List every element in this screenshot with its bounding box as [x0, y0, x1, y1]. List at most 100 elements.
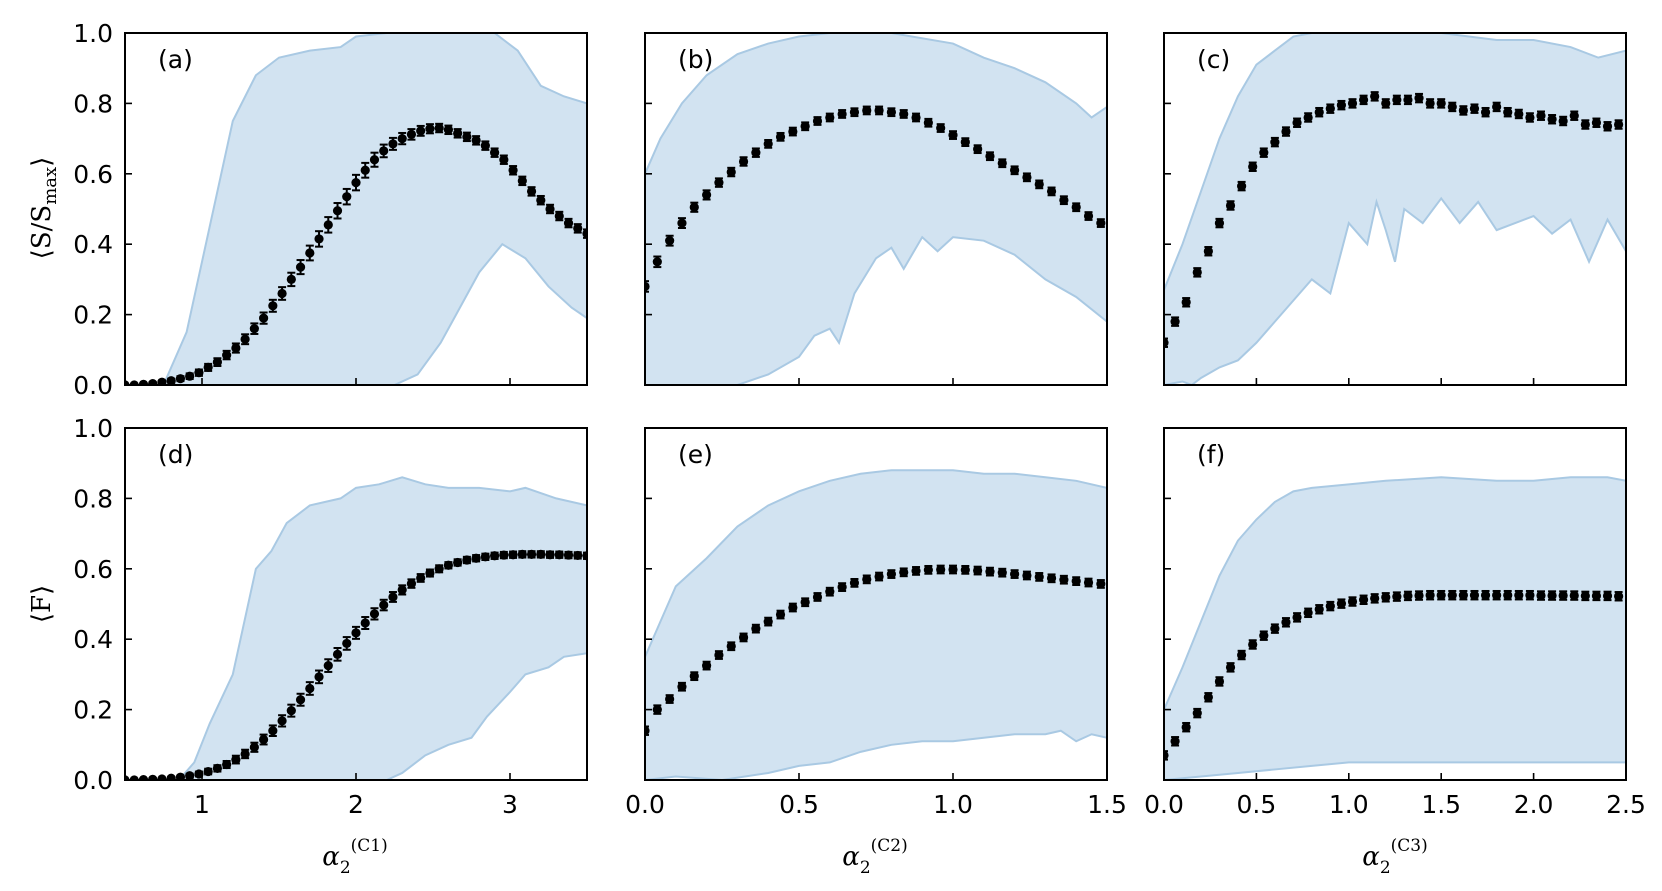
- data-point: [1514, 590, 1524, 600]
- data-point: [1536, 590, 1546, 601]
- data-point: [286, 706, 296, 716]
- data-point: [148, 378, 158, 385]
- data-point: [800, 121, 810, 131]
- data-point: [462, 132, 472, 142]
- x-tick-label: 3: [502, 790, 518, 819]
- ylabel-bottom: ⟨F⟩: [27, 585, 57, 623]
- data-point: [166, 773, 176, 780]
- data-point: [1569, 590, 1579, 601]
- x-tick-label: 1.5: [1421, 790, 1461, 819]
- data-point: [1010, 165, 1020, 175]
- data-point: [886, 569, 897, 579]
- data-point: [1071, 576, 1081, 586]
- spread-band: [1164, 476, 1626, 780]
- data-point: [677, 682, 687, 692]
- data-point: [148, 774, 158, 780]
- data-point: [1347, 596, 1358, 607]
- data-point: [1414, 590, 1424, 601]
- data-point: [1170, 317, 1180, 327]
- data-point: [960, 137, 970, 147]
- data-point: [194, 368, 204, 378]
- data-point: [665, 236, 675, 246]
- data-point: [554, 211, 564, 221]
- data-point: [1022, 172, 1032, 182]
- data-point: [886, 107, 897, 117]
- data-point: [1492, 590, 1502, 600]
- data-point: [499, 550, 509, 560]
- data-point: [1425, 590, 1435, 600]
- data-point: [923, 565, 933, 575]
- data-point: [800, 597, 810, 607]
- data-point: [1034, 179, 1044, 189]
- data-point: [360, 165, 370, 175]
- data-point: [425, 124, 435, 134]
- panel-c: (c): [1163, 32, 1627, 386]
- x-tick-label: 0.0: [625, 790, 665, 819]
- data-point: [1503, 107, 1513, 117]
- data-point: [751, 148, 761, 158]
- data-point: [1181, 722, 1191, 732]
- data-point: [573, 550, 583, 561]
- data-point: [1580, 119, 1590, 130]
- data-point: [1303, 608, 1313, 618]
- data-point: [268, 301, 278, 311]
- data-point: [397, 134, 407, 144]
- data-point: [212, 357, 222, 367]
- data-point: [1083, 577, 1094, 588]
- data-point: [1492, 102, 1502, 112]
- data-point: [406, 578, 417, 589]
- data-point: [480, 552, 490, 562]
- data-point: [1237, 650, 1247, 660]
- data-point: [960, 565, 970, 575]
- data-point: [1469, 590, 1480, 600]
- y-tick-label: 0.0: [73, 766, 113, 795]
- data-point: [406, 129, 417, 139]
- data-point: [1547, 114, 1557, 124]
- axes-frame: [644, 32, 1108, 386]
- data-point: [240, 749, 250, 759]
- data-point: [948, 564, 958, 575]
- y-tick-label: 0.6: [73, 555, 113, 584]
- data-point: [425, 568, 435, 578]
- panel-b: (b): [644, 32, 1108, 386]
- data-point: [416, 126, 426, 136]
- data-point: [997, 568, 1007, 578]
- data-point: [563, 550, 574, 560]
- data-point: [726, 167, 736, 177]
- data-point: [1436, 590, 1446, 600]
- data-point: [175, 772, 186, 780]
- data-point: [1164, 338, 1169, 348]
- data-points: [125, 549, 587, 780]
- data-point: [1358, 595, 1369, 605]
- data-point: [1192, 708, 1202, 718]
- data-point: [1381, 98, 1391, 108]
- data-point: [1580, 591, 1590, 601]
- data-points: [125, 122, 587, 385]
- data-point: [1059, 575, 1069, 585]
- data-point: [973, 144, 983, 154]
- data-point: [573, 223, 583, 233]
- data-point: [1083, 211, 1094, 221]
- data-point: [1203, 246, 1213, 256]
- data-point: [443, 560, 453, 570]
- data-point: [911, 112, 921, 123]
- data-point: [453, 557, 463, 568]
- data-point: [125, 380, 130, 385]
- data-point: [1403, 95, 1413, 105]
- data-point: [268, 726, 278, 736]
- data-point: [499, 155, 509, 165]
- data-point: [1558, 116, 1568, 126]
- data-point: [1403, 591, 1413, 601]
- data-point: [1292, 612, 1302, 622]
- data-point: [1096, 218, 1106, 228]
- axes-frame: [1163, 427, 1627, 781]
- data-point: [536, 195, 546, 205]
- data-point: [812, 116, 823, 126]
- data-point: [1314, 604, 1324, 614]
- data-point: [490, 148, 500, 158]
- data-point: [185, 771, 195, 780]
- data-point: [369, 155, 380, 165]
- data-point: [714, 650, 724, 660]
- data-point: [677, 218, 687, 228]
- data-point: [1480, 590, 1491, 600]
